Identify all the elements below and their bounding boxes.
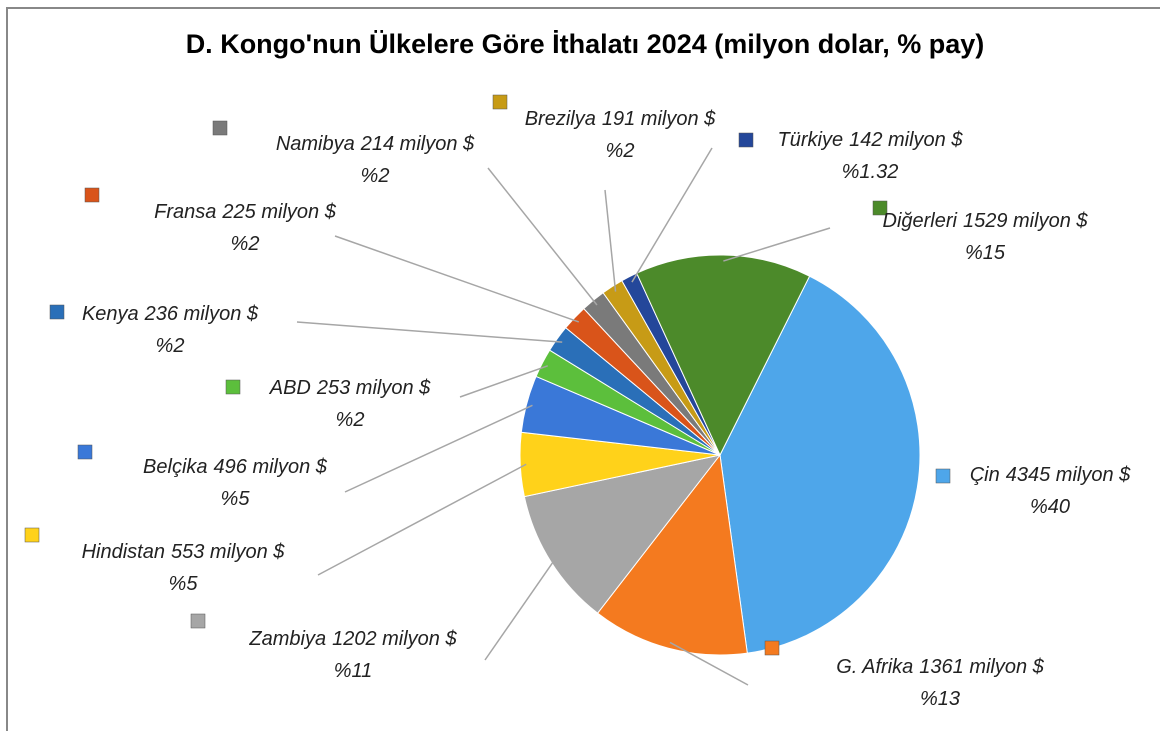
- value-label: 1529 milyon $: [963, 210, 1088, 232]
- percentage-label: %5: [169, 573, 199, 595]
- legend-swatch: [764, 640, 780, 656]
- leader-line: [334, 235, 580, 323]
- category-label: Belçika: [143, 456, 207, 478]
- data-label: Namibya 214 milyon $ %2: [276, 133, 475, 187]
- category-label: Diğerleri: [883, 210, 958, 232]
- legend-swatch: [77, 444, 93, 460]
- value-label: 191 milyon $: [602, 108, 716, 130]
- legend-swatch: [190, 613, 206, 629]
- data-label: Türkiye 142 milyon $ %1.32: [778, 129, 964, 183]
- legend-swatch: [738, 132, 754, 148]
- category-label: ABD: [269, 377, 311, 399]
- percentage-label: %2: [606, 140, 635, 162]
- leader-line: [669, 641, 749, 686]
- category-label: Fransa: [154, 201, 216, 223]
- value-label: 142 milyon $: [849, 129, 963, 151]
- leader-line: [604, 189, 617, 292]
- value-label: 496 milyon $: [214, 456, 328, 478]
- percentage-label: %13: [920, 688, 960, 710]
- legend-swatch: [49, 304, 65, 320]
- category-label: Kenya: [82, 303, 139, 325]
- legend-swatch: [492, 94, 508, 110]
- pie-slice: [719, 275, 921, 654]
- data-label: Fransa 225 milyon $ %2: [154, 201, 337, 255]
- value-label: 236 milyon $: [144, 303, 259, 325]
- data-label: Çin 4345 milyon $ %40: [970, 464, 1131, 518]
- data-label: Brezilya 191 milyon $ %2: [525, 108, 716, 162]
- leader-line: [484, 557, 557, 661]
- percentage-label: %1.32: [842, 161, 899, 183]
- category-label: Namibya: [276, 133, 355, 155]
- value-label: 214 milyon $: [360, 133, 475, 155]
- percentage-label: %5: [221, 488, 251, 510]
- category-label: Zambiya: [248, 628, 326, 650]
- data-label: Belçika 496 milyon $ %5: [143, 456, 328, 510]
- legend-swatch: [212, 120, 228, 136]
- percentage-label: %2: [336, 409, 365, 431]
- category-label: G. Afrika: [836, 656, 913, 678]
- value-label: 553 milyon $: [171, 541, 285, 563]
- category-label: Türkiye: [778, 129, 844, 151]
- percentage-label: %2: [361, 165, 390, 187]
- chart-title: D. Kongo'nun Ülkelere Göre İthalatı 2024…: [186, 29, 985, 59]
- value-label: 253 milyon $: [316, 377, 431, 399]
- value-label: 1202 milyon $: [332, 628, 457, 650]
- data-label: Diğerleri 1529 milyon $ %15: [883, 210, 1089, 264]
- percentage-label: %2: [156, 335, 185, 357]
- pie-slice: [523, 454, 722, 614]
- value-label: 1361 milyon $: [919, 656, 1044, 678]
- percentage-label: %15: [965, 242, 1006, 264]
- pie-slice: [596, 453, 748, 656]
- category-label: Brezilya: [525, 108, 596, 130]
- legend-swatch: [225, 379, 241, 395]
- leader-line: [317, 463, 527, 576]
- data-label: ABD 253 milyon $ %2: [269, 377, 431, 431]
- pie-slice: [636, 254, 811, 457]
- percentage-label: %11: [334, 660, 373, 682]
- data-label: G. Afrika 1361 milyon $ %13: [836, 656, 1044, 710]
- value-label: 4345 milyon $: [1006, 464, 1131, 486]
- data-label: Kenya 236 milyon $ %2: [82, 303, 259, 357]
- leader-line: [459, 365, 548, 398]
- legend-swatch: [935, 468, 951, 484]
- data-label: Zambiya 1202 milyon $ %11: [248, 628, 457, 682]
- leader-line: [296, 321, 563, 343]
- category-label: Çin: [970, 464, 1000, 486]
- frame: [6, 7, 1160, 731]
- leader-line: [631, 147, 713, 283]
- data-label: Hindistan 553 milyon $ %5: [82, 541, 286, 595]
- value-label: 225 milyon $: [221, 201, 336, 223]
- leader-line: [344, 404, 533, 493]
- legend-swatch: [24, 527, 40, 543]
- leader-line: [487, 167, 598, 306]
- legend-swatch: [872, 200, 888, 216]
- leader-line: [723, 227, 831, 262]
- legend-swatch: [84, 187, 100, 203]
- category-label: Hindistan: [82, 541, 165, 563]
- percentage-label: %40: [1030, 496, 1070, 518]
- percentage-label: %2: [231, 233, 260, 255]
